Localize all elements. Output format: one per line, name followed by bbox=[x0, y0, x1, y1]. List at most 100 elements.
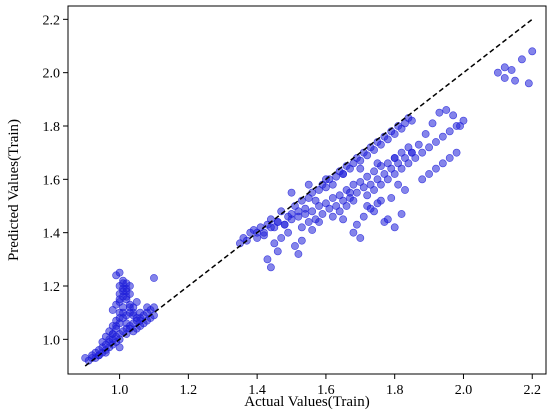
data-point bbox=[266, 223, 275, 232]
y-tick-label: 1.6 bbox=[43, 173, 61, 188]
data-point bbox=[315, 202, 323, 210]
data-point bbox=[363, 151, 372, 160]
data-point bbox=[270, 239, 279, 248]
data-point bbox=[322, 183, 330, 192]
data-point bbox=[380, 218, 389, 226]
data-point bbox=[108, 330, 117, 338]
data-point bbox=[456, 122, 464, 130]
data-point bbox=[115, 343, 124, 352]
data-point bbox=[266, 263, 275, 272]
data-point bbox=[445, 127, 454, 136]
data-point bbox=[524, 79, 533, 88]
data-point bbox=[390, 130, 399, 138]
data-point bbox=[277, 234, 286, 242]
data-point bbox=[143, 303, 151, 312]
data-point bbox=[401, 186, 409, 194]
y-axis-label: Predicted Values(Train) bbox=[6, 119, 22, 261]
data-point bbox=[421, 130, 430, 138]
x-tick-label: 2.0 bbox=[455, 383, 473, 398]
data-point bbox=[377, 180, 385, 189]
data-point bbox=[507, 66, 516, 74]
x-tick-label: 1.4 bbox=[248, 383, 266, 398]
data-point bbox=[352, 220, 361, 229]
data-point bbox=[500, 63, 509, 72]
data-point bbox=[397, 164, 406, 173]
data-point bbox=[414, 140, 423, 149]
data-point bbox=[390, 223, 399, 232]
data-point bbox=[112, 322, 121, 330]
data-point bbox=[132, 298, 141, 306]
data-point bbox=[349, 228, 358, 237]
data-point bbox=[373, 159, 382, 168]
reference-line bbox=[84, 18, 533, 367]
data-point bbox=[346, 188, 354, 197]
data-point bbox=[397, 210, 406, 218]
data-point bbox=[308, 226, 317, 234]
y-tick-label: 2.0 bbox=[43, 67, 61, 82]
x-tick-label: 1.8 bbox=[386, 383, 404, 398]
data-point bbox=[363, 172, 372, 181]
data-point bbox=[373, 199, 382, 208]
y-tick-label: 1.0 bbox=[43, 333, 61, 348]
data-point bbox=[318, 210, 327, 218]
data-point bbox=[284, 228, 292, 237]
data-point bbox=[356, 156, 365, 165]
data-point bbox=[370, 167, 378, 176]
data-point bbox=[150, 274, 158, 282]
data-point bbox=[291, 242, 299, 250]
data-point bbox=[356, 164, 365, 173]
data-point bbox=[383, 175, 392, 184]
data-point bbox=[411, 154, 420, 162]
data-point bbox=[115, 268, 124, 277]
y-tick-label: 2.2 bbox=[43, 13, 61, 28]
x-tick-label: 1.2 bbox=[180, 383, 198, 398]
x-tick-label: 2.2 bbox=[523, 383, 541, 398]
data-point bbox=[435, 108, 444, 117]
data-point bbox=[273, 247, 282, 256]
data-point bbox=[342, 202, 351, 210]
data-point bbox=[339, 170, 348, 178]
data-point bbox=[377, 140, 385, 149]
data-point bbox=[428, 119, 437, 128]
data-point bbox=[449, 111, 458, 120]
data-point bbox=[325, 204, 334, 213]
data-point bbox=[273, 218, 282, 226]
data-point bbox=[294, 212, 303, 221]
data-point bbox=[287, 215, 296, 224]
x-axis-label: Actual Values(Train) bbox=[244, 394, 369, 410]
data-point bbox=[432, 138, 440, 146]
data-point bbox=[432, 164, 440, 173]
x-tick-label: 1.0 bbox=[111, 383, 129, 398]
data-point bbox=[287, 188, 296, 197]
data-point bbox=[136, 308, 145, 317]
y-tick-label: 1.8 bbox=[43, 120, 61, 135]
data-point bbox=[438, 132, 447, 141]
data-point bbox=[304, 180, 313, 189]
data-point bbox=[425, 143, 433, 152]
data-point bbox=[359, 212, 368, 221]
data-point bbox=[328, 212, 337, 221]
data-point bbox=[125, 290, 134, 298]
data-point bbox=[366, 204, 375, 213]
data-point bbox=[370, 146, 378, 154]
data-point bbox=[404, 159, 413, 168]
data-point bbox=[370, 186, 378, 194]
data-point bbox=[359, 183, 368, 192]
y-axis-ticks: 1.0 1.2 1.4 1.6 1.8 2.0 2.2 bbox=[43, 13, 68, 348]
x-axis-ticks: 1.0 1.2 1.4 1.6 1.8 2.0 2.2 bbox=[111, 374, 541, 398]
data-point bbox=[335, 207, 344, 216]
data-point bbox=[418, 148, 427, 157]
data-point bbox=[407, 116, 416, 125]
data-point bbox=[280, 220, 289, 229]
scatter-points bbox=[81, 47, 537, 365]
data-point bbox=[442, 106, 451, 114]
data-point bbox=[528, 47, 537, 56]
data-point bbox=[387, 194, 396, 202]
data-point bbox=[315, 218, 323, 226]
data-point bbox=[339, 215, 348, 224]
data-point bbox=[297, 223, 306, 232]
data-point bbox=[263, 255, 272, 264]
data-point bbox=[445, 154, 454, 162]
data-point bbox=[363, 191, 372, 200]
